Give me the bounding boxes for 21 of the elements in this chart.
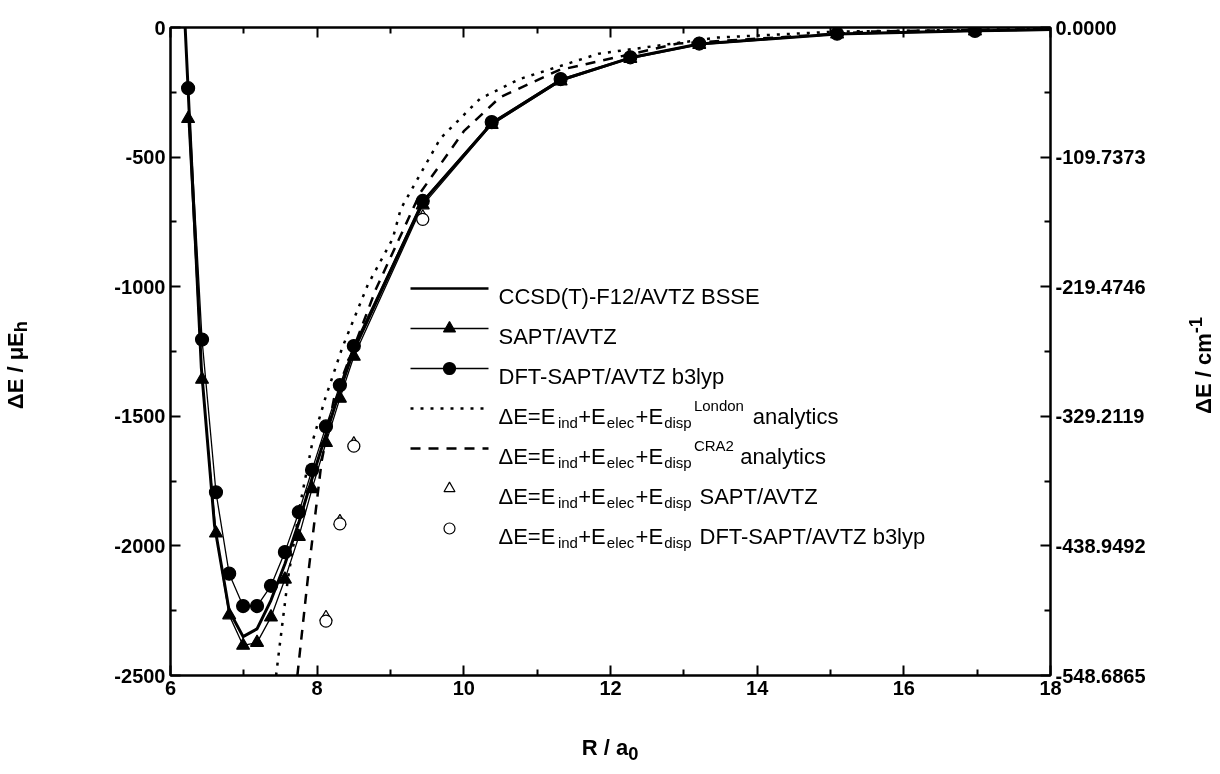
y2-tick-label: 0.0000 <box>1055 16 1117 39</box>
y-tick-label: -500 <box>125 146 166 169</box>
x-tick-label: 6 <box>164 676 177 699</box>
legend-label: SAPT/AVTZ <box>498 324 617 349</box>
legend-label: DFT-SAPT/AVTZ b3lyp <box>498 364 725 389</box>
x-tick-label: 14 <box>746 676 770 699</box>
y-tick-label: 0 <box>154 16 166 39</box>
x-tick-label: 12 <box>599 676 622 699</box>
y-tick-label: -2000 <box>114 534 166 557</box>
y-tick-label: -1000 <box>114 275 166 298</box>
x-tick-label: 16 <box>892 676 915 699</box>
x-axis-title: R / a$_{0}$ <box>581 734 639 767</box>
y-tick-label: -1500 <box>114 405 166 428</box>
x-tick-label: 10 <box>452 676 475 699</box>
y2-tick-label: -219.4746 <box>1055 275 1146 298</box>
y2-tick-label: -329.2119 <box>1055 405 1145 428</box>
legend-label: CCSD(T)-F12/AVTZ BSSE <box>498 284 760 309</box>
y-tick-label: -2500 <box>114 664 166 687</box>
y2-tick-label: -438.9492 <box>1055 534 1146 557</box>
x-tick-label: 8 <box>311 676 323 699</box>
y2-tick-label: -109.7373 <box>1055 146 1146 169</box>
